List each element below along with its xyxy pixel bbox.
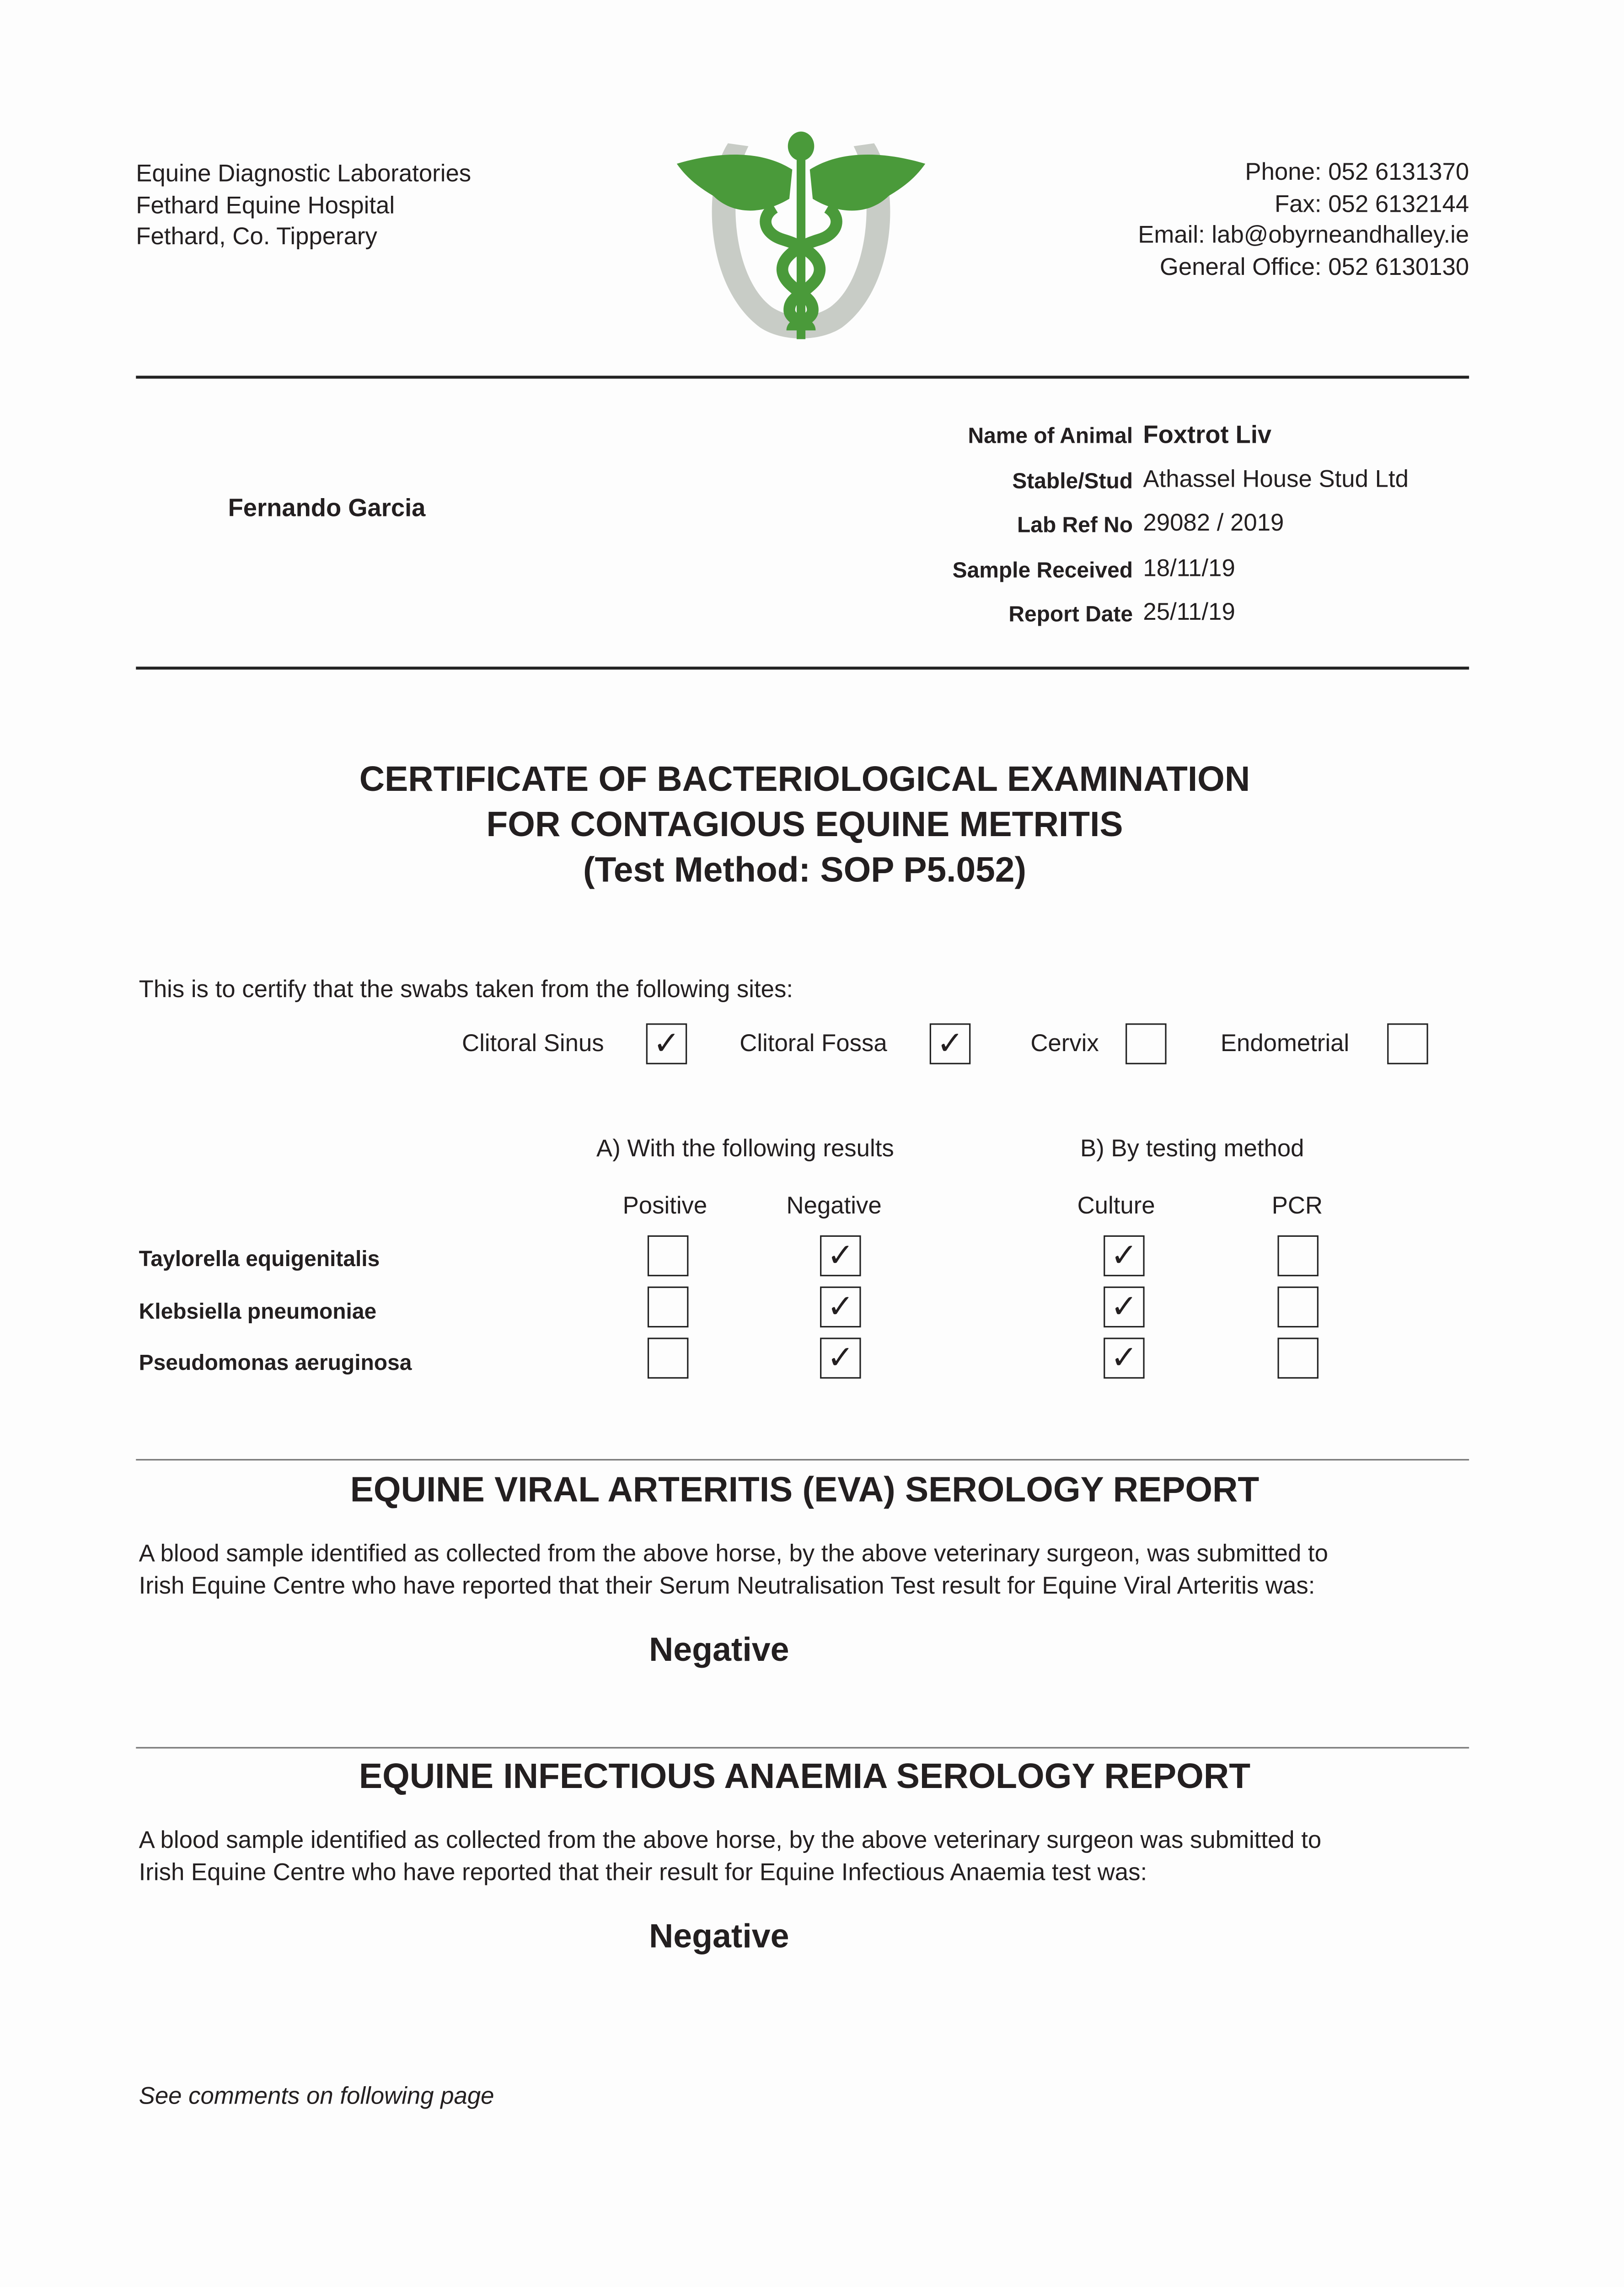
negative-checkbox[interactable]: ✓ (820, 1235, 861, 1277)
label-stable: Stable/Stud (1012, 469, 1133, 494)
lab-ref-value: 29082 / 2019 (1143, 510, 1284, 537)
group-a-heading: A) With the following results (596, 1136, 894, 1162)
eia-text-line: A blood sample identified as collected f… (139, 1827, 1322, 1854)
eia-result: Negative (649, 1917, 789, 1955)
address-line: Fethard Equine Hospital (136, 192, 395, 219)
site-label: Clitoral Fossa (740, 1031, 887, 1057)
culture-checkbox[interactable]: ✓ (1104, 1337, 1145, 1379)
lab-contact: Phone: 052 6131370 Fax: 052 6132144 Emai… (1138, 158, 1469, 284)
eva-result: Negative (649, 1630, 789, 1668)
label-report-date: Report Date (1008, 602, 1133, 628)
site-checkbox-cervix[interactable] (1126, 1023, 1167, 1064)
fax: Fax: 052 6132144 (1274, 191, 1469, 217)
animal-name: Foxtrot Liv (1143, 421, 1272, 449)
pcr-checkbox[interactable] (1277, 1286, 1318, 1328)
site-label: Clitoral Sinus (461, 1031, 604, 1057)
column-positive: Positive (622, 1193, 707, 1219)
sample-received-value: 18/11/19 (1143, 555, 1235, 582)
eva-text-line: Irish Equine Centre who have reported th… (139, 1573, 1315, 1600)
stable-value: Athassel House Stud Ltd (1143, 466, 1409, 493)
site-label: Endometrial (1220, 1031, 1350, 1057)
general-office: General Office: 052 6130130 (1159, 253, 1469, 280)
report-date-value: 25/11/19 (1143, 599, 1235, 626)
divider (136, 1459, 1469, 1461)
group-b-heading: B) By testing method (1080, 1136, 1304, 1162)
site-checkbox-endometrial[interactable] (1387, 1023, 1428, 1064)
site-checkbox-clitoral-fossa[interactable]: ✓ (929, 1023, 971, 1064)
label-lab-ref: Lab Ref No (1017, 513, 1133, 538)
site-checkbox-clitoral-sinus[interactable]: ✓ (646, 1023, 687, 1064)
column-negative: Negative (786, 1193, 882, 1219)
address-line: Fethard, Co. Tipperary (136, 224, 377, 250)
organism-name: Pseudomonas aeruginosa (139, 1351, 412, 1376)
site-label: Cervix (1030, 1031, 1099, 1057)
culture-checkbox[interactable]: ✓ (1104, 1235, 1145, 1277)
email: Email: lab@obyrneandhalley.ie (1138, 222, 1469, 249)
divider (136, 666, 1469, 670)
phone: Phone: 052 6131370 (1245, 159, 1469, 186)
footer-note: See comments on following page (139, 2083, 494, 2110)
divider (136, 376, 1469, 379)
pcr-checkbox[interactable] (1277, 1337, 1318, 1379)
eia-text-line: Irish Equine Centre who have reported th… (139, 1859, 1147, 1886)
cem-intro: This is to certify that the swabs taken … (139, 977, 793, 1003)
positive-checkbox[interactable] (647, 1337, 689, 1379)
caduceus-horseshoe-logo (676, 131, 926, 339)
divider (136, 1747, 1469, 1749)
label-sample-received: Sample Received (952, 558, 1133, 584)
cem-title-line: FOR CONTAGIOUS EQUINE METRITIS (486, 805, 1123, 845)
positive-checkbox[interactable] (647, 1235, 689, 1277)
cem-title-line: (Test Method: SOP P5.052) (583, 851, 1027, 891)
column-culture: Culture (1077, 1193, 1155, 1219)
label-animal-name: Name of Animal (968, 424, 1133, 449)
culture-checkbox[interactable]: ✓ (1104, 1286, 1145, 1328)
eia-text: A blood sample identified as collected f… (139, 1825, 1322, 1889)
organism-name: Taylorella equigenitalis (139, 1247, 380, 1272)
eva-title: EQUINE VIRAL ARTERITIS (EVA) SEROLOGY RE… (350, 1471, 1260, 1510)
negative-checkbox[interactable]: ✓ (820, 1286, 861, 1328)
positive-checkbox[interactable] (647, 1286, 689, 1328)
lab-address: Equine Diagnostic Laboratories Fethard E… (136, 159, 471, 253)
column-pcr: PCR (1271, 1193, 1323, 1219)
organism-name: Klebsiella pneumoniae (139, 1299, 377, 1325)
cem-title-line: CERTIFICATE OF BACTERIOLOGICAL EXAMINATI… (359, 760, 1250, 800)
eva-text: A blood sample identified as collected f… (139, 1538, 1328, 1602)
pcr-checkbox[interactable] (1277, 1235, 1318, 1277)
address-line: Equine Diagnostic Laboratories (136, 161, 472, 188)
recipient-name: Fernando Garcia (228, 494, 426, 522)
negative-checkbox[interactable]: ✓ (820, 1337, 861, 1379)
eva-text-line: A blood sample identified as collected f… (139, 1541, 1328, 1568)
eia-title: EQUINE INFECTIOUS ANAEMIA SEROLOGY REPOR… (359, 1757, 1251, 1797)
